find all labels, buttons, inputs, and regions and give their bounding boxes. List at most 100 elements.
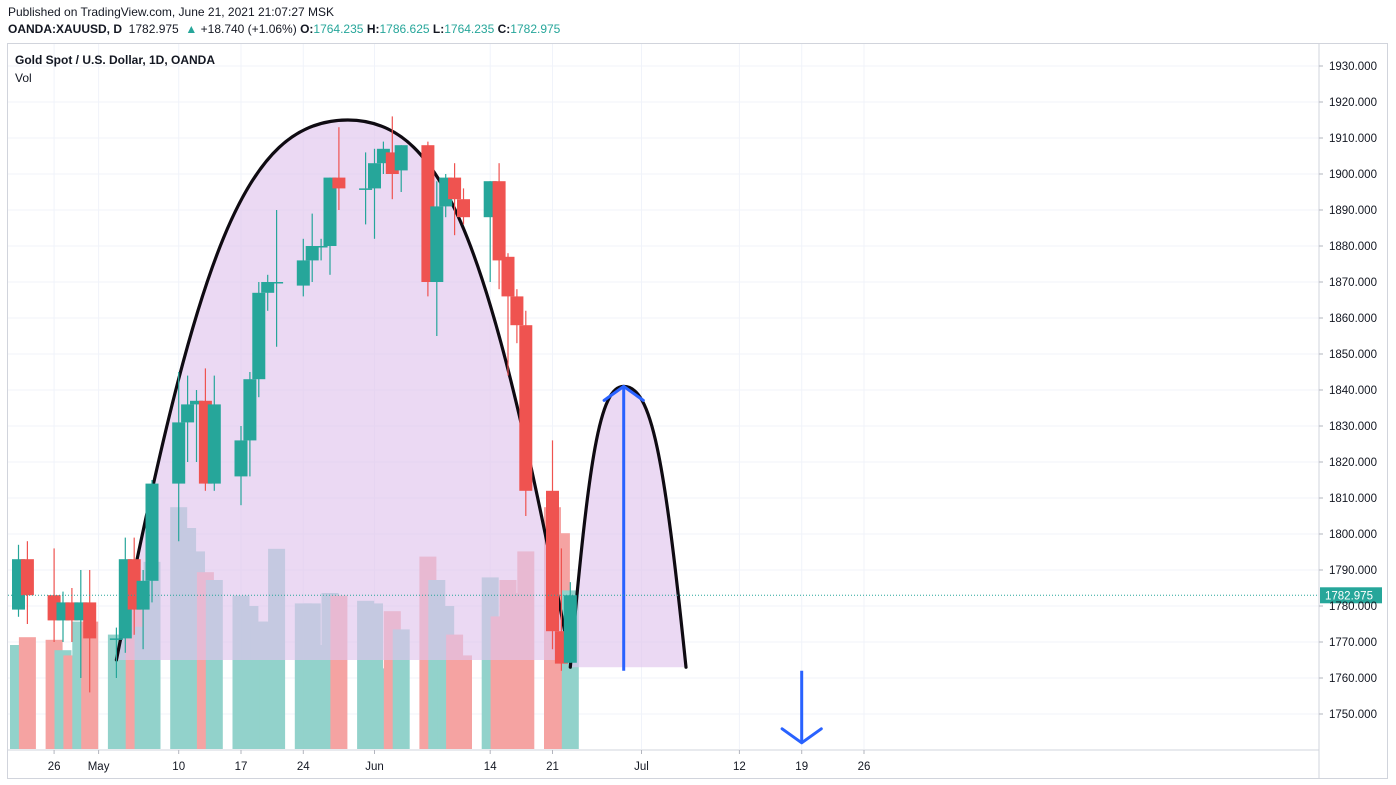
chart-frame — [7, 43, 1388, 779]
high-label: H: — [366, 22, 380, 36]
candle — [145, 480, 159, 603]
candle — [234, 426, 248, 506]
x-tick-label: 12 — [733, 761, 746, 773]
candle-body — [181, 404, 195, 423]
candle-body — [448, 177, 462, 200]
y-tick-label: 1840.000 — [1329, 385, 1377, 397]
candle-body — [145, 483, 159, 581]
candle-body — [172, 422, 186, 484]
x-tick-label: 10 — [172, 761, 185, 773]
candle-body — [546, 490, 559, 632]
candle-body — [243, 379, 257, 441]
x-tick-label: May — [88, 761, 110, 773]
x-tick-label: 14 — [484, 761, 497, 773]
volume-bar — [455, 655, 472, 749]
candle — [252, 282, 266, 398]
candle-body — [501, 256, 515, 297]
price-change: +18.740 (+1.06%) — [200, 22, 297, 36]
small-arc-fill — [570, 386, 686, 668]
ohlc-legend: OANDA:XAUUSD, D 1782.975 ▲ +18.740 (+1.0… — [8, 22, 560, 36]
y-tick-label: 1750.000 — [1329, 709, 1377, 721]
x-tick-label: Jun — [365, 761, 384, 773]
y-tick-label: 1850.000 — [1329, 349, 1377, 361]
candle — [510, 289, 524, 344]
open-label: O: — [300, 22, 314, 36]
candle-body — [368, 163, 381, 189]
candle — [457, 188, 470, 225]
big-arc — [114, 118, 572, 662]
candle — [501, 253, 515, 376]
y-tick-label: 1770.000 — [1329, 637, 1377, 649]
up-arrow-icon — [602, 384, 645, 671]
candle — [563, 582, 577, 663]
y-tick-label: 1790.000 — [1329, 565, 1377, 577]
candles — [12, 116, 577, 693]
open-value: 1764.235 — [313, 22, 364, 36]
y-tick-label: 1920.000 — [1329, 97, 1377, 109]
candle-body — [394, 145, 408, 171]
y-tick-label: 1800.000 — [1329, 529, 1377, 541]
candle-body — [519, 325, 533, 491]
candle-body — [20, 559, 34, 596]
last-price: 1782.975 — [128, 22, 179, 36]
candle-body — [430, 206, 444, 282]
up-arrow-icon-head — [602, 384, 645, 402]
candle-body — [492, 181, 506, 261]
candle — [314, 238, 328, 261]
y-tick-label: 1810.000 — [1329, 493, 1377, 505]
candle-body — [296, 260, 310, 286]
candle — [332, 127, 346, 210]
big-arc-fill — [116, 120, 571, 660]
y-axis: 1750.000 1760.000 1770.000 1780.000 1790.000… — [1319, 61, 1377, 721]
y-tick-label: 1870.000 — [1329, 277, 1377, 289]
candle — [296, 238, 310, 297]
candle — [359, 152, 373, 225]
volume-label: Vol — [15, 71, 32, 85]
candle — [368, 148, 381, 239]
x-tick-label: 17 — [235, 761, 248, 773]
candle — [305, 213, 319, 282]
small-arc — [568, 384, 688, 669]
y-tick-label: 1880.000 — [1329, 241, 1377, 253]
x-axis: 26 May 10 17 24 Jun 14 21 Jul 12 19 26 — [48, 750, 871, 773]
y-tick-label: 1830.000 — [1329, 421, 1377, 433]
candle — [172, 372, 186, 542]
candle-body — [190, 400, 203, 405]
big-arc-curve — [114, 118, 572, 662]
high-value: 1786.625 — [379, 22, 430, 36]
published-caption: Published on TradingView.com, June 21, 2… — [8, 5, 334, 19]
candle-body — [510, 296, 524, 326]
x-tick-label: 26 — [858, 761, 871, 773]
candle-body — [563, 595, 577, 663]
candle — [20, 541, 34, 624]
low-value: 1764.235 — [444, 22, 495, 36]
candle-body — [261, 282, 275, 293]
candle — [519, 310, 533, 516]
candle — [430, 181, 444, 336]
candle — [109, 627, 123, 678]
candle — [492, 163, 506, 290]
candle — [323, 177, 337, 275]
y-tick-label: 1890.000 — [1329, 205, 1377, 217]
x-tick-label: 21 — [546, 761, 559, 773]
candle — [261, 274, 275, 311]
x-tick-label: 19 — [795, 761, 808, 773]
candle-body — [359, 188, 373, 190]
candle — [190, 390, 203, 462]
candle — [394, 145, 408, 192]
y-tick-label: 1760.000 — [1329, 673, 1377, 685]
down-arrow-icon-head — [780, 727, 823, 745]
x-tick-label: 24 — [297, 761, 310, 773]
y-tick-label: 1910.000 — [1329, 133, 1377, 145]
candle-body — [207, 404, 221, 484]
candle — [448, 163, 462, 236]
volume-bar — [18, 637, 36, 749]
change-arrow-icon: ▲ — [185, 22, 198, 36]
candle-body — [332, 177, 346, 189]
candle — [207, 375, 221, 491]
current-price-badge — [1320, 587, 1382, 604]
candle — [243, 372, 257, 477]
candle-body — [270, 282, 284, 284]
candle-body — [314, 246, 328, 248]
